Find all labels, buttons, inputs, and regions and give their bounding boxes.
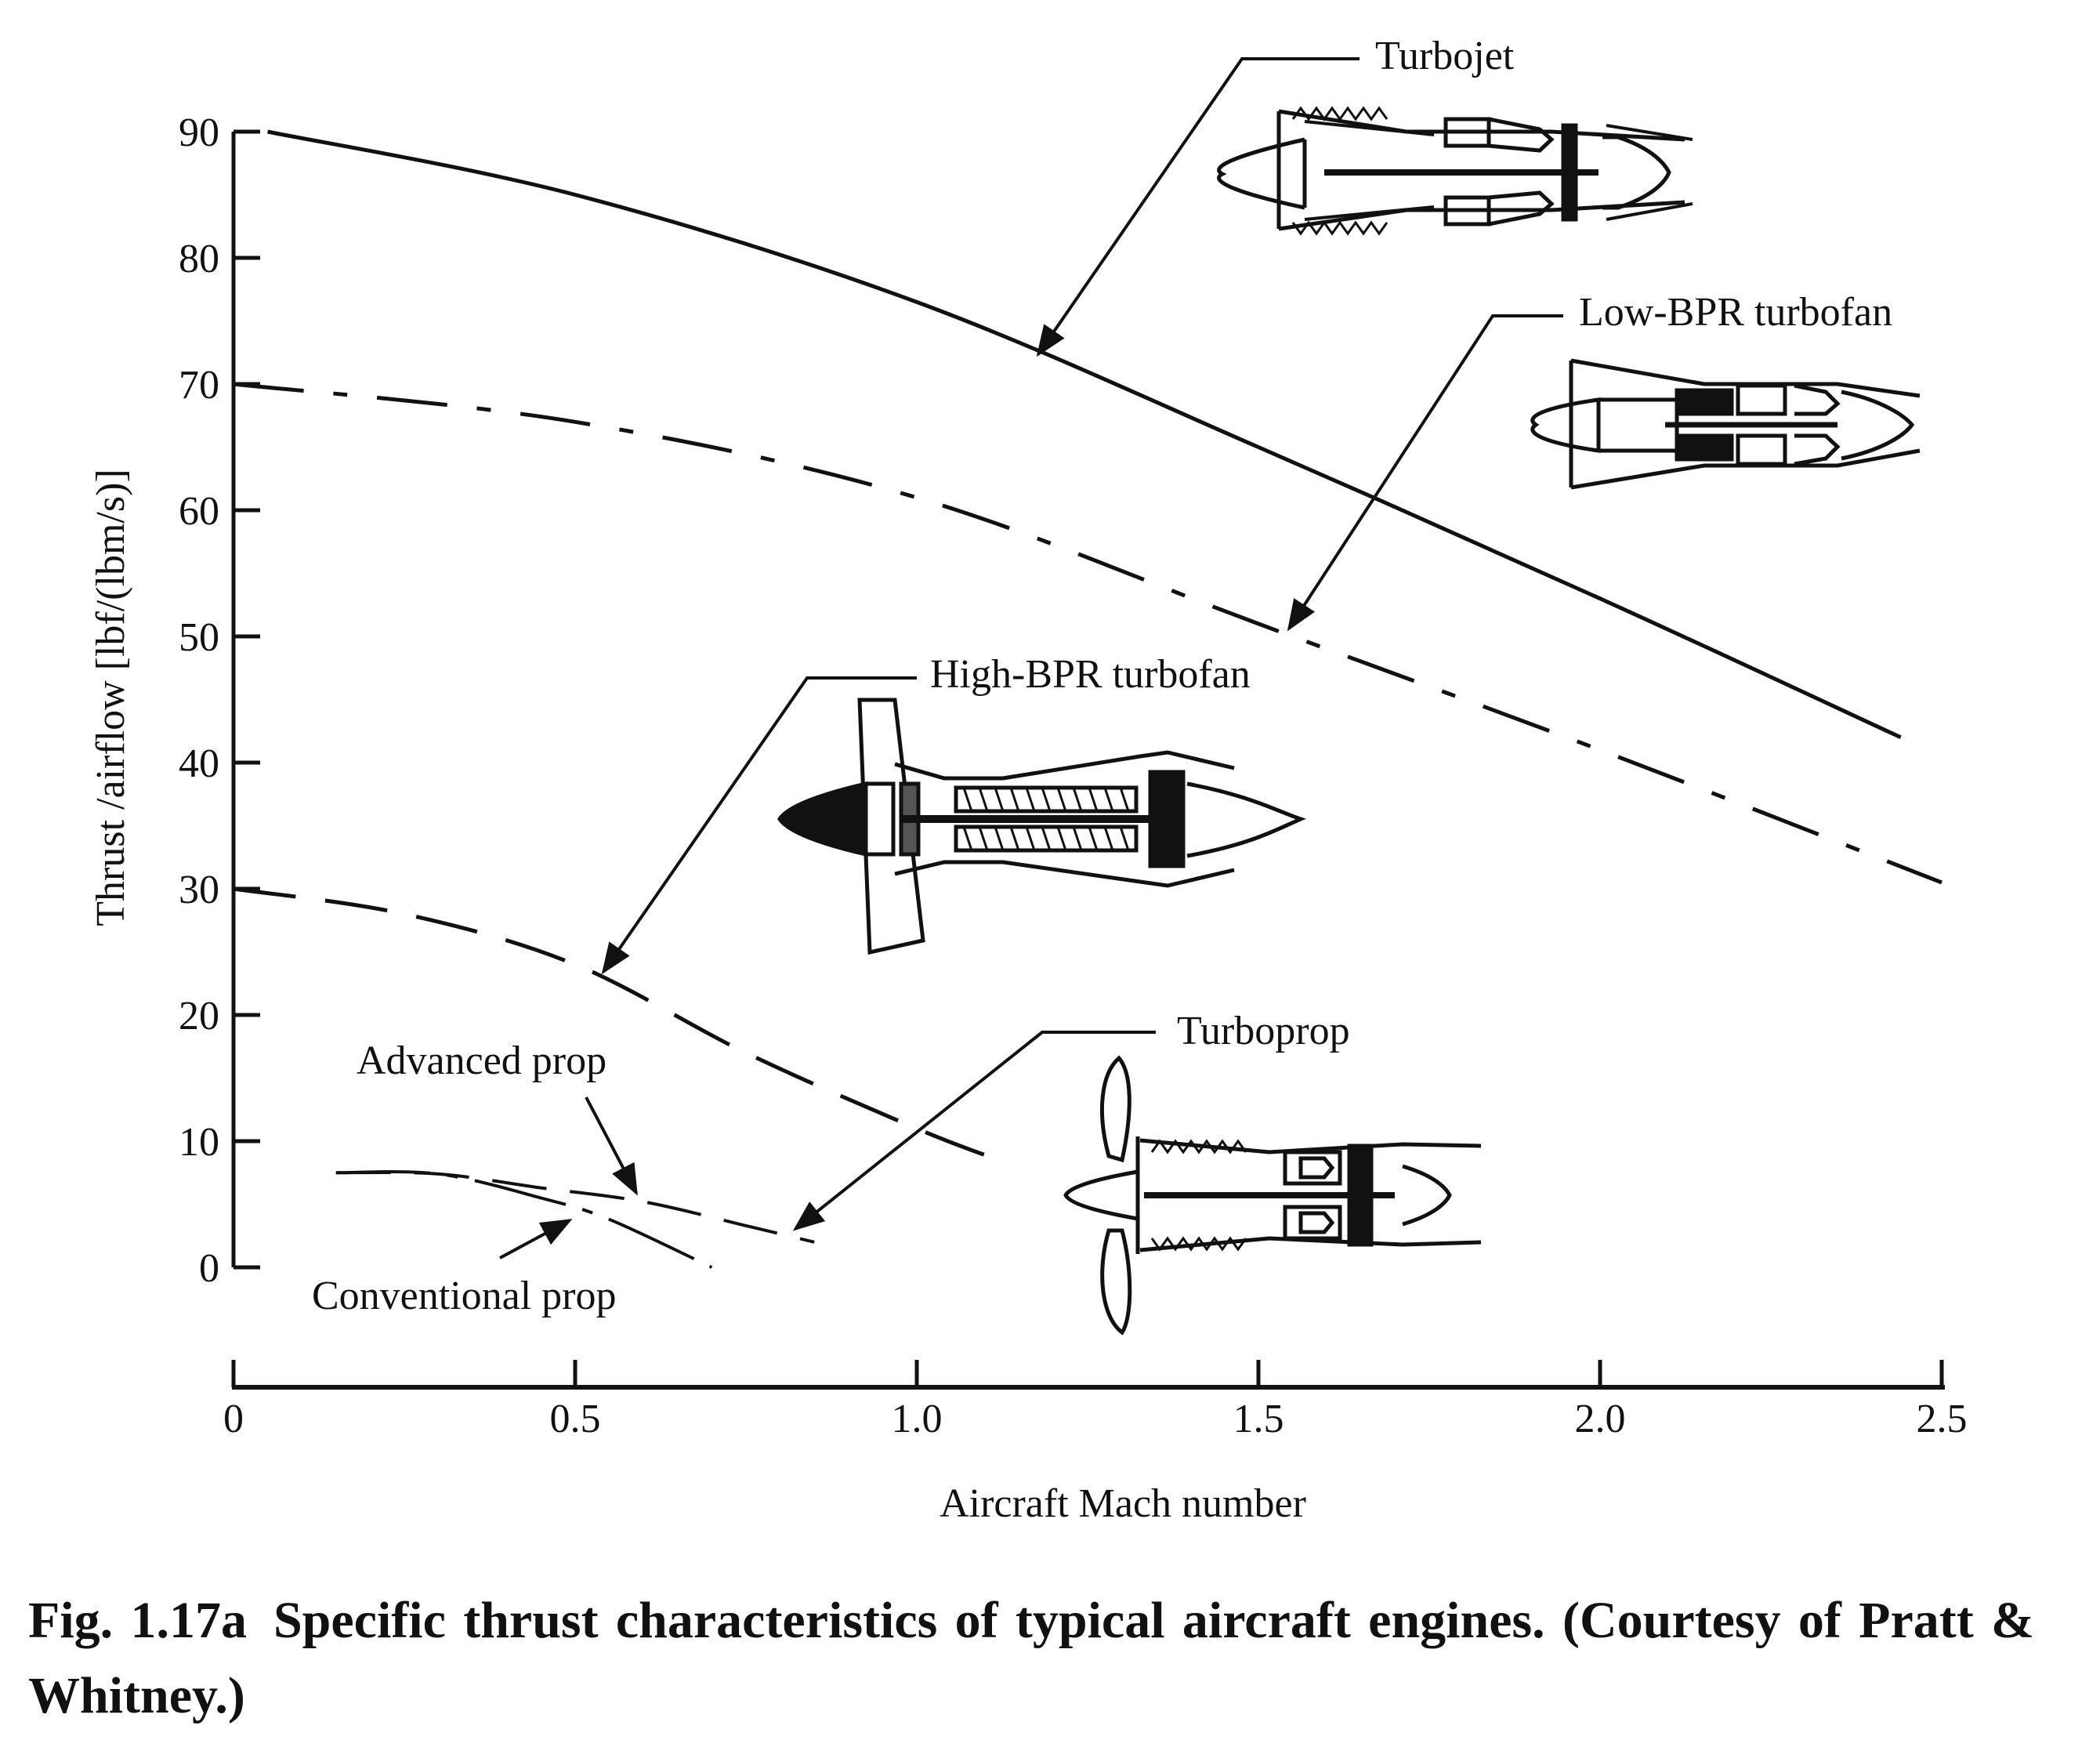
y-tick-label: 70 [179, 363, 219, 408]
y-tick-label: 50 [179, 615, 219, 660]
high-bpr-arrow [601, 676, 917, 975]
x-axis-label: Aircraft Mach number [940, 1481, 1306, 1526]
y-tick-label: 90 [179, 111, 219, 155]
conventional-prop-label: Conventional prop [312, 1274, 617, 1318]
low-bpr-arrow [1287, 314, 1563, 632]
y-tick-label: 40 [179, 741, 219, 786]
turbojet-arrow [1036, 57, 1360, 357]
figure-caption: Fig. 1.17a Specific thrust characteristic… [28, 1583, 2034, 1734]
series-line-high-bpr-turbofan [233, 886, 1000, 1162]
x-tick-label: 0 [223, 1397, 244, 1441]
low-bpr-turbofan-label: Low-BPR turbofan [1579, 290, 1892, 335]
high-bpr-turbofan-illustration [777, 698, 1306, 955]
turboprop-arrow [792, 1031, 1156, 1231]
y-tick-label: 20 [179, 994, 219, 1038]
series-layer [233, 129, 1942, 1269]
specific-thrust-chart: Aircraft Mach number Thrust /airflow [lb… [89, 34, 1968, 1526]
figure-number: Fig. 1.17a [28, 1592, 247, 1649]
y-axis-label: Thrust /airflow [lbf/(lbm/s)] [89, 469, 133, 926]
advanced-prop-label: Advanced prop [357, 1038, 606, 1083]
x-tick-label: 1.5 [1233, 1397, 1284, 1441]
x-tick-label: 2.5 [1917, 1397, 1968, 1441]
x-tick-label: 1.0 [892, 1397, 943, 1441]
conventional-prop-arrow [499, 1219, 573, 1260]
y-tick-label: 60 [179, 489, 219, 534]
x-tick-label: 0.5 [550, 1397, 601, 1441]
y-tick-label: 30 [179, 868, 219, 912]
y-tick-label: 10 [179, 1120, 219, 1165]
leader-arrows [499, 57, 1563, 1260]
series-line-low-bpr-turbofan [233, 382, 1942, 885]
figure-caption-text: Specific thrust characteristics of typic… [28, 1592, 2035, 1724]
series-line-advanced-prop [335, 1170, 815, 1244]
low-bpr-turbofan-illustration [1530, 358, 1921, 490]
y-tick-label: 80 [179, 237, 219, 281]
high-bpr-turbofan-label: High-BPR turbofan [930, 652, 1251, 697]
y-ticks: 0 10 20 30 40 50 60 70 80 90 [179, 111, 260, 1291]
turboprop-label: Turboprop [1177, 1009, 1350, 1053]
series-line-conventional-prop [335, 1170, 713, 1269]
x-tick-label: 2.0 [1575, 1397, 1626, 1441]
turbojet-engine-illustration [1217, 106, 1693, 236]
turbojet-label: Turbojet [1375, 34, 1515, 78]
x-ticks: 0 0.5 1.0 1.5 2.0 2.5 [223, 1360, 1968, 1441]
turboprop-illustration [1063, 1055, 1482, 1336]
advanced-prop-arrow [585, 1096, 638, 1196]
series-line-turbojet [267, 129, 1902, 740]
y-tick-label: 0 [199, 1246, 219, 1291]
